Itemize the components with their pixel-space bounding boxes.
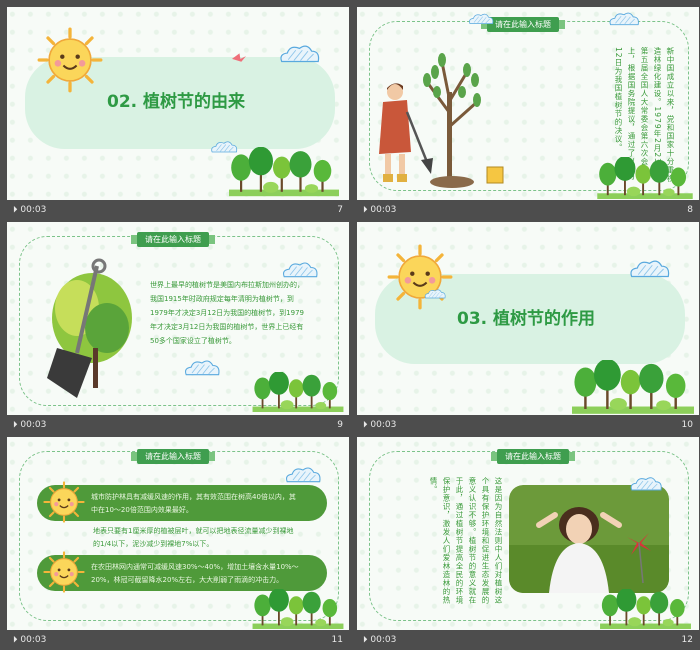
sun-icon [37, 27, 103, 93]
slide-number: 12 [681, 635, 693, 645]
text-bubble: 城市防护林具有减缓风速的作用，其有效范围在树高40倍以内，其 中在10～20倍范… [37, 485, 327, 521]
trees-icon [572, 360, 694, 414]
trees-icon [229, 147, 339, 197]
bubble-line: 城市防护林具有减缓风速的作用，其有效范围在树高40倍以内，其 [91, 493, 296, 501]
play-icon: ⏵ [363, 420, 368, 430]
cloud-icon [609, 12, 639, 26]
slide-duration: 00:03 [20, 420, 47, 430]
body-line: 世界上最早的植树节是美国内布拉斯加州创办的， [150, 281, 304, 289]
body-line: 1979年才决定3月12日为我国的植树节，到1979 [150, 309, 304, 317]
trees-icon [597, 157, 693, 199]
body-text: 这是因为自然法则中人们对植树这个具有保护环境和促进生态发展的意义认识不够。植树节… [429, 477, 503, 605]
slide-duration: 00:03 [370, 635, 397, 645]
cloud-icon [424, 289, 446, 299]
bubble-line: 在农田林网内通常可减缓风速30%～40%，增加土壤含水量10%～ [91, 563, 299, 571]
slide-number: 8 [687, 205, 693, 215]
trees-icon [252, 589, 344, 629]
slide-heading: 请在此输入标题 [481, 17, 565, 32]
slide-heading: 请在此输入标题 [131, 232, 215, 247]
cloud-icon [630, 477, 662, 491]
slide-thumbnail-7[interactable]: 02. 植树节的由来 ⏵ 00:03 7 [7, 7, 349, 220]
body-text: 新中国成立以来，党和国家十分重视造林绿化建设。1979年2月23日，第五届全国人… [614, 47, 675, 183]
bubble-line: 中在10～20倍范围内效果最好。 [91, 506, 193, 514]
tree-and-shovel-illustration [47, 258, 132, 398]
slide-duration: 00:03 [370, 205, 397, 215]
play-icon: ⏵ [363, 205, 368, 215]
slide-number: 7 [337, 205, 343, 215]
slide-number: 10 [681, 420, 693, 430]
slide-title: 03. 植树节的作用 [457, 309, 596, 329]
slide-info-bar: ⏵ 00:03 7 [7, 200, 349, 220]
body-line: 我国1915年时政府规定每年清明为植树节，到 [150, 295, 294, 303]
slide-title: 02. 植树节的由来 [107, 92, 246, 112]
slide-info-bar: ⏵ 00:03 11 [7, 630, 349, 650]
cloud-icon [185, 360, 220, 376]
slide-heading: 请在此输入标题 [491, 449, 575, 464]
cloud-icon [282, 262, 318, 278]
play-icon: ⏵ [13, 635, 18, 645]
slide-info-bar: ⏵ 00:03 10 [357, 415, 699, 435]
slide-number: 9 [337, 420, 343, 430]
body-text: 世界上最早的植树节是美国内布拉斯加州创办的， 我国1915年时政府规定每年清明为… [150, 278, 335, 348]
cloud-icon [630, 260, 670, 278]
slide-info-bar: ⏵ 00:03 9 [7, 415, 349, 435]
body-line: 地表只要有1厘米厚的植被层叶，就可以把地表径流量减少到裸地 [93, 527, 294, 535]
trees-icon [600, 589, 691, 629]
body-line: 的1/4以下，泥沙减少到裸地7%以下。 [93, 540, 214, 548]
slide-8: 请在此输入标题 新中国成立以来，党和国家十分重视造林绿化建设。1979年2月23… [357, 7, 699, 200]
play-icon: ⏵ [13, 420, 18, 430]
body-line: 年才决定3月12日为我国的植树节，世界上已经有 [150, 323, 304, 331]
slide-thumbnail-11[interactable]: 请在此输入标题 城市防护林具有减缓风速的作用，其有效范围在树高40倍以内，其 中… [7, 437, 349, 650]
slide-9: 请在此输入标题 世界上最早的植树节是美国内布拉斯加州创办的， 我国1915年时政… [7, 222, 349, 415]
cloud-icon [280, 45, 320, 63]
slide-heading: 请在此输入标题 [131, 449, 215, 464]
trees-icon [252, 372, 344, 412]
body-line: 50多个国家设立了植树节。 [150, 337, 236, 345]
child-on-grass-photo [509, 485, 669, 593]
slide-7: 02. 植树节的由来 [7, 7, 349, 200]
sun-icon [43, 551, 85, 593]
slide-thumbnail-10[interactable]: 03. 植树节的作用 ⏵ 00:03 10 [357, 222, 699, 435]
slide-duration: 00:03 [370, 420, 397, 430]
slide-10: 03. 植树节的作用 [357, 222, 699, 415]
slide-duration: 00:03 [20, 635, 47, 645]
bird-icon [232, 53, 246, 62]
slide-info-bar: ⏵ 00:03 12 [357, 630, 699, 650]
slide-thumbnail-9[interactable]: 请在此输入标题 世界上最早的植树节是美国内布拉斯加州创办的， 我国1915年时政… [7, 222, 349, 435]
slide-info-bar: ⏵ 00:03 8 [357, 200, 699, 220]
woman-planting-tree-illustration [379, 53, 504, 188]
slide-thumbnail-12[interactable]: 请在此输入标题 这是因为自然法则中人们对植树这个具有保护环境和促进生态发展的意义… [357, 437, 699, 650]
play-icon: ⏵ [363, 635, 368, 645]
sun-icon [387, 244, 453, 310]
slide-number: 11 [331, 635, 343, 645]
cloud-icon [469, 13, 494, 25]
sun-icon [43, 481, 85, 523]
text-bubble: 在农田林网内通常可减缓风速30%～40%，增加土壤含水量10%～ 20%，林冠可… [37, 555, 327, 591]
play-icon: ⏵ [13, 205, 18, 215]
bubble-line: 20%，林冠可截留降水20%左右，大大削弱了雨滴的冲击力。 [91, 576, 284, 584]
cloud-icon [285, 467, 321, 483]
slide-11: 请在此输入标题 城市防护林具有减缓风速的作用，其有效范围在树高40倍以内，其 中… [7, 437, 349, 630]
slide-12: 请在此输入标题 这是因为自然法则中人们对植树这个具有保护环境和促进生态发展的意义… [357, 437, 699, 630]
slide-thumbnail-8[interactable]: 请在此输入标题 新中国成立以来，党和国家十分重视造林绿化建设。1979年2月23… [357, 7, 699, 220]
slide-duration: 00:03 [20, 205, 47, 215]
middle-text: 地表只要有1厘米厚的植被层叶，就可以把地表径流量减少到裸地 的1/4以下，泥沙减… [93, 525, 333, 551]
